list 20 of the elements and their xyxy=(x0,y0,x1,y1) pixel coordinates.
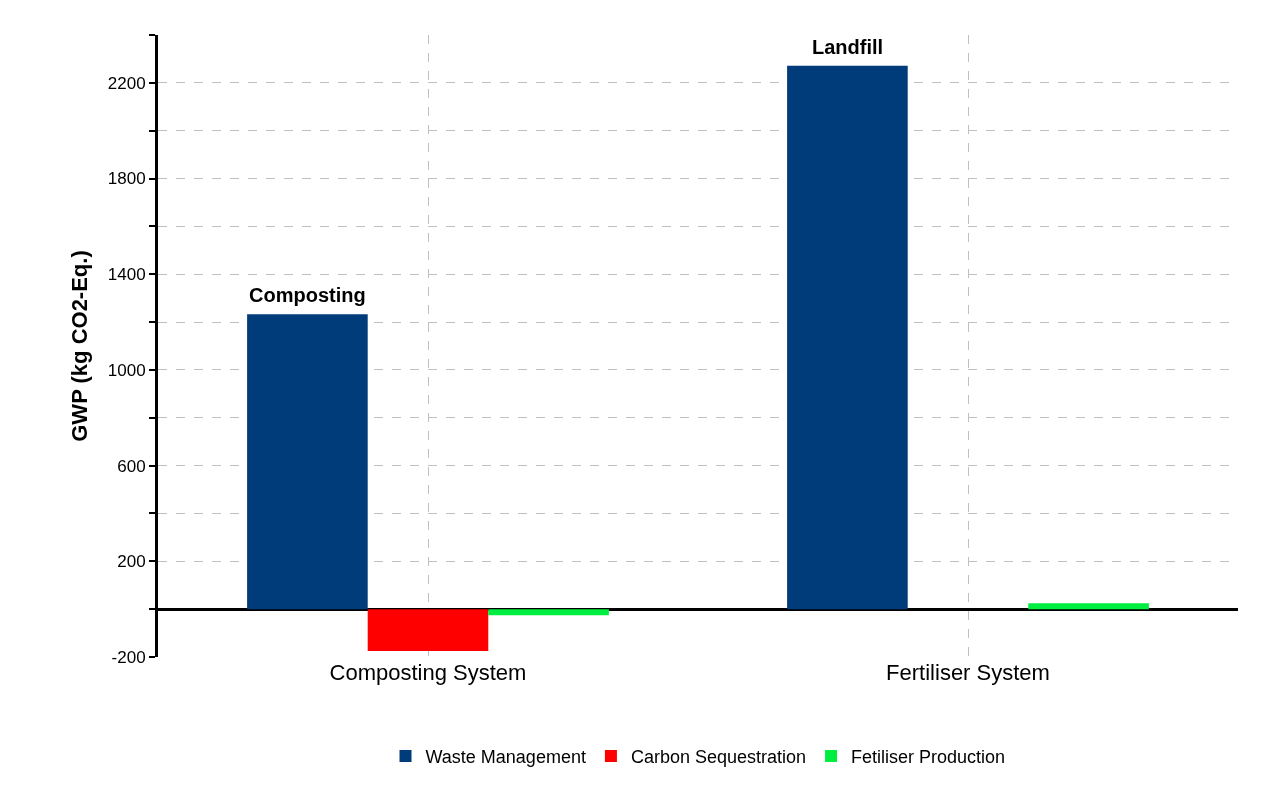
annotation: Composting xyxy=(249,284,366,306)
y-tick-label: 2200 xyxy=(107,73,146,93)
y-tick-label: 1800 xyxy=(107,169,146,189)
y-tick-label: -200 xyxy=(111,647,146,667)
annotation: Landfill xyxy=(812,36,884,58)
bar xyxy=(787,65,908,610)
x-tick-label: Fertiliser System xyxy=(886,660,1050,685)
bar xyxy=(367,609,489,652)
y-axis-title: GWP (kg CO2-Eq.) xyxy=(66,250,92,442)
legend-label: Fetiliser Production xyxy=(851,747,1006,768)
bar xyxy=(488,609,609,616)
y-tick-label: 1000 xyxy=(107,360,146,380)
legend-label: Waste Management xyxy=(425,747,586,768)
y-tick-label: 1400 xyxy=(107,265,146,285)
y-tick-label: 600 xyxy=(117,456,146,476)
bar xyxy=(1028,603,1149,610)
bar xyxy=(247,314,368,610)
legend-label: Carbon Sequestration xyxy=(630,747,807,768)
y-tick-label: 200 xyxy=(117,552,146,572)
x-tick-label: Composting System xyxy=(329,660,527,685)
